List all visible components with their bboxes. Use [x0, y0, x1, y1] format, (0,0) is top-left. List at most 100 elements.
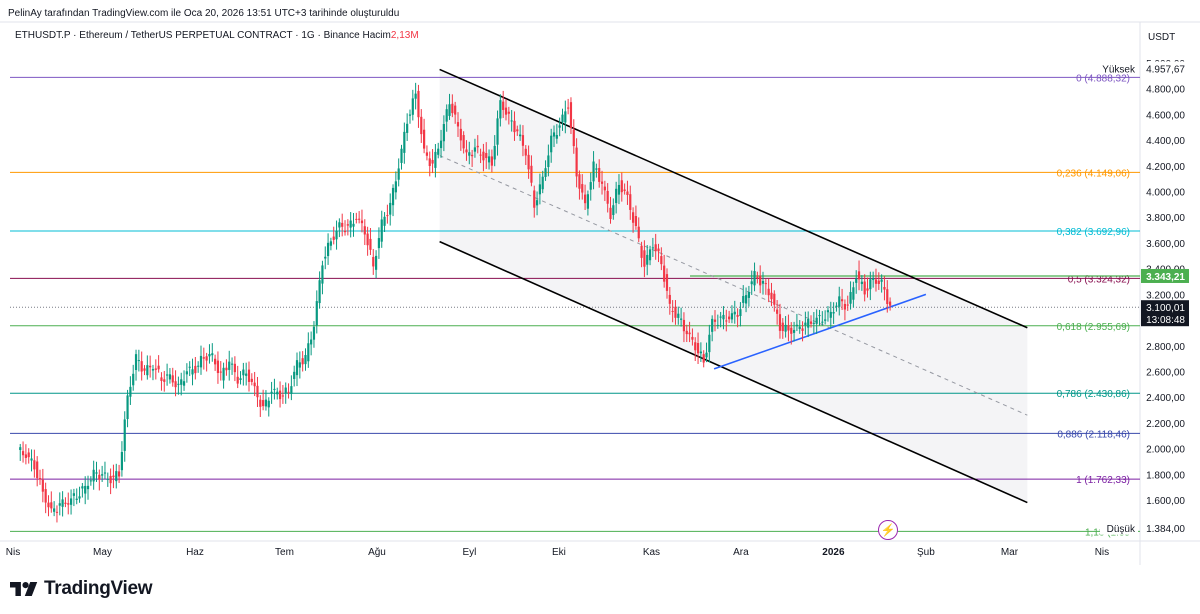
candle-body: [708, 334, 711, 353]
candle-body: [544, 168, 547, 177]
candle-body: [191, 369, 194, 375]
price-tick-label: 4.400,00: [1146, 136, 1185, 147]
price-tick-label: 2.200,00: [1146, 419, 1185, 430]
candle-body: [487, 156, 491, 163]
candle-body: [807, 318, 810, 328]
candle-body: [383, 216, 386, 226]
candle-body: [880, 279, 883, 282]
candle-body: [380, 219, 383, 242]
candle-body: [310, 339, 313, 345]
tradingview-logo[interactable]: TradingView: [10, 578, 153, 600]
candle-body: [324, 256, 327, 259]
candle-body: [493, 145, 496, 160]
candle-body: [264, 399, 268, 407]
candle-body: [30, 458, 33, 461]
candle-body: [759, 275, 762, 286]
candle-body: [603, 186, 606, 191]
candle-body: [115, 471, 118, 482]
candle-body: [640, 245, 643, 258]
candle-body: [572, 129, 575, 147]
candle-body: [332, 236, 335, 240]
candle-body: [578, 174, 581, 189]
candle-body: [778, 314, 782, 331]
candle-body: [541, 176, 544, 190]
candle-body: [154, 368, 157, 370]
candle-body: [680, 318, 683, 320]
time-tick-label: Tem: [275, 547, 294, 558]
candle-body: [521, 135, 525, 146]
candle-body: [818, 315, 821, 317]
price-tick-label: 3.800,00: [1146, 213, 1185, 224]
candle-body: [530, 165, 533, 183]
candle-body: [236, 376, 239, 384]
candle-body: [103, 472, 107, 474]
candle-body: [160, 377, 163, 381]
candle-body: [586, 194, 590, 209]
candle-body: [742, 295, 745, 303]
candle-body: [293, 371, 296, 379]
candle-body: [739, 309, 742, 316]
candle-body: [846, 304, 849, 306]
candle-body: [860, 281, 863, 285]
candle-body: [335, 230, 338, 240]
candle-body: [129, 386, 132, 397]
candle-body: [815, 317, 818, 324]
candle-body: [50, 502, 53, 509]
candle-body: [442, 124, 445, 142]
candle-body: [866, 288, 869, 291]
candle-body: [400, 148, 403, 163]
candle-body: [284, 387, 287, 393]
candle-body: [448, 104, 451, 116]
candle-body: [38, 478, 42, 480]
bar-countdown: 13:08:48: [1146, 315, 1185, 326]
candle-body: [163, 379, 166, 382]
candle-body: [801, 328, 804, 331]
candle-body: [151, 369, 155, 371]
candle-body: [95, 472, 98, 474]
candle-body: [222, 367, 225, 381]
candle-body: [761, 281, 765, 284]
candle-body: [146, 365, 149, 376]
fib-level-label: 0,618 (2.955,69): [1057, 322, 1130, 333]
candle-body: [696, 343, 700, 354]
candle-body: [612, 205, 615, 216]
candle-body: [199, 355, 203, 368]
candle-body: [668, 294, 671, 304]
candle-body: [795, 324, 799, 327]
candle-body: [180, 379, 183, 385]
candle-body: [496, 118, 499, 145]
high-value: 4.957,67: [1146, 64, 1185, 75]
candle-body: [631, 212, 635, 223]
candle-body: [253, 382, 256, 387]
candle-body: [242, 369, 245, 376]
candle-body: [267, 400, 270, 408]
fib-level-label: 0,786 (2.430,86): [1057, 389, 1130, 400]
candle-body: [502, 101, 505, 110]
candle-body: [657, 248, 660, 252]
candle-body: [202, 357, 205, 359]
candle-body: [182, 381, 186, 386]
candle-body: [216, 360, 220, 374]
candle-body: [471, 154, 474, 157]
flash-icon[interactable]: ⚡: [878, 520, 898, 540]
candle-body: [230, 363, 234, 365]
fib-level-label: 0,236 (4.149,06): [1057, 168, 1130, 179]
candle-body: [874, 279, 878, 284]
candle-body: [736, 314, 739, 317]
candle-body: [634, 216, 638, 226]
candle-body: [535, 200, 539, 206]
symbol-legend[interactable]: ETHUSDT.P · Ethereum / TetherUS PERPETUA…: [15, 30, 419, 41]
candle-body: [185, 371, 188, 375]
time-tick-label: Nis: [1095, 547, 1109, 558]
candle-body: [798, 326, 801, 329]
candle-body: [397, 168, 400, 180]
candle-body: [346, 224, 349, 226]
level-price-badge: [1141, 268, 1189, 283]
candle-body: [55, 511, 59, 513]
candle-body: [829, 311, 832, 318]
candle-body: [290, 386, 293, 394]
candle-body: [804, 322, 807, 326]
candle-body: [406, 123, 409, 133]
candle-body: [781, 322, 784, 332]
